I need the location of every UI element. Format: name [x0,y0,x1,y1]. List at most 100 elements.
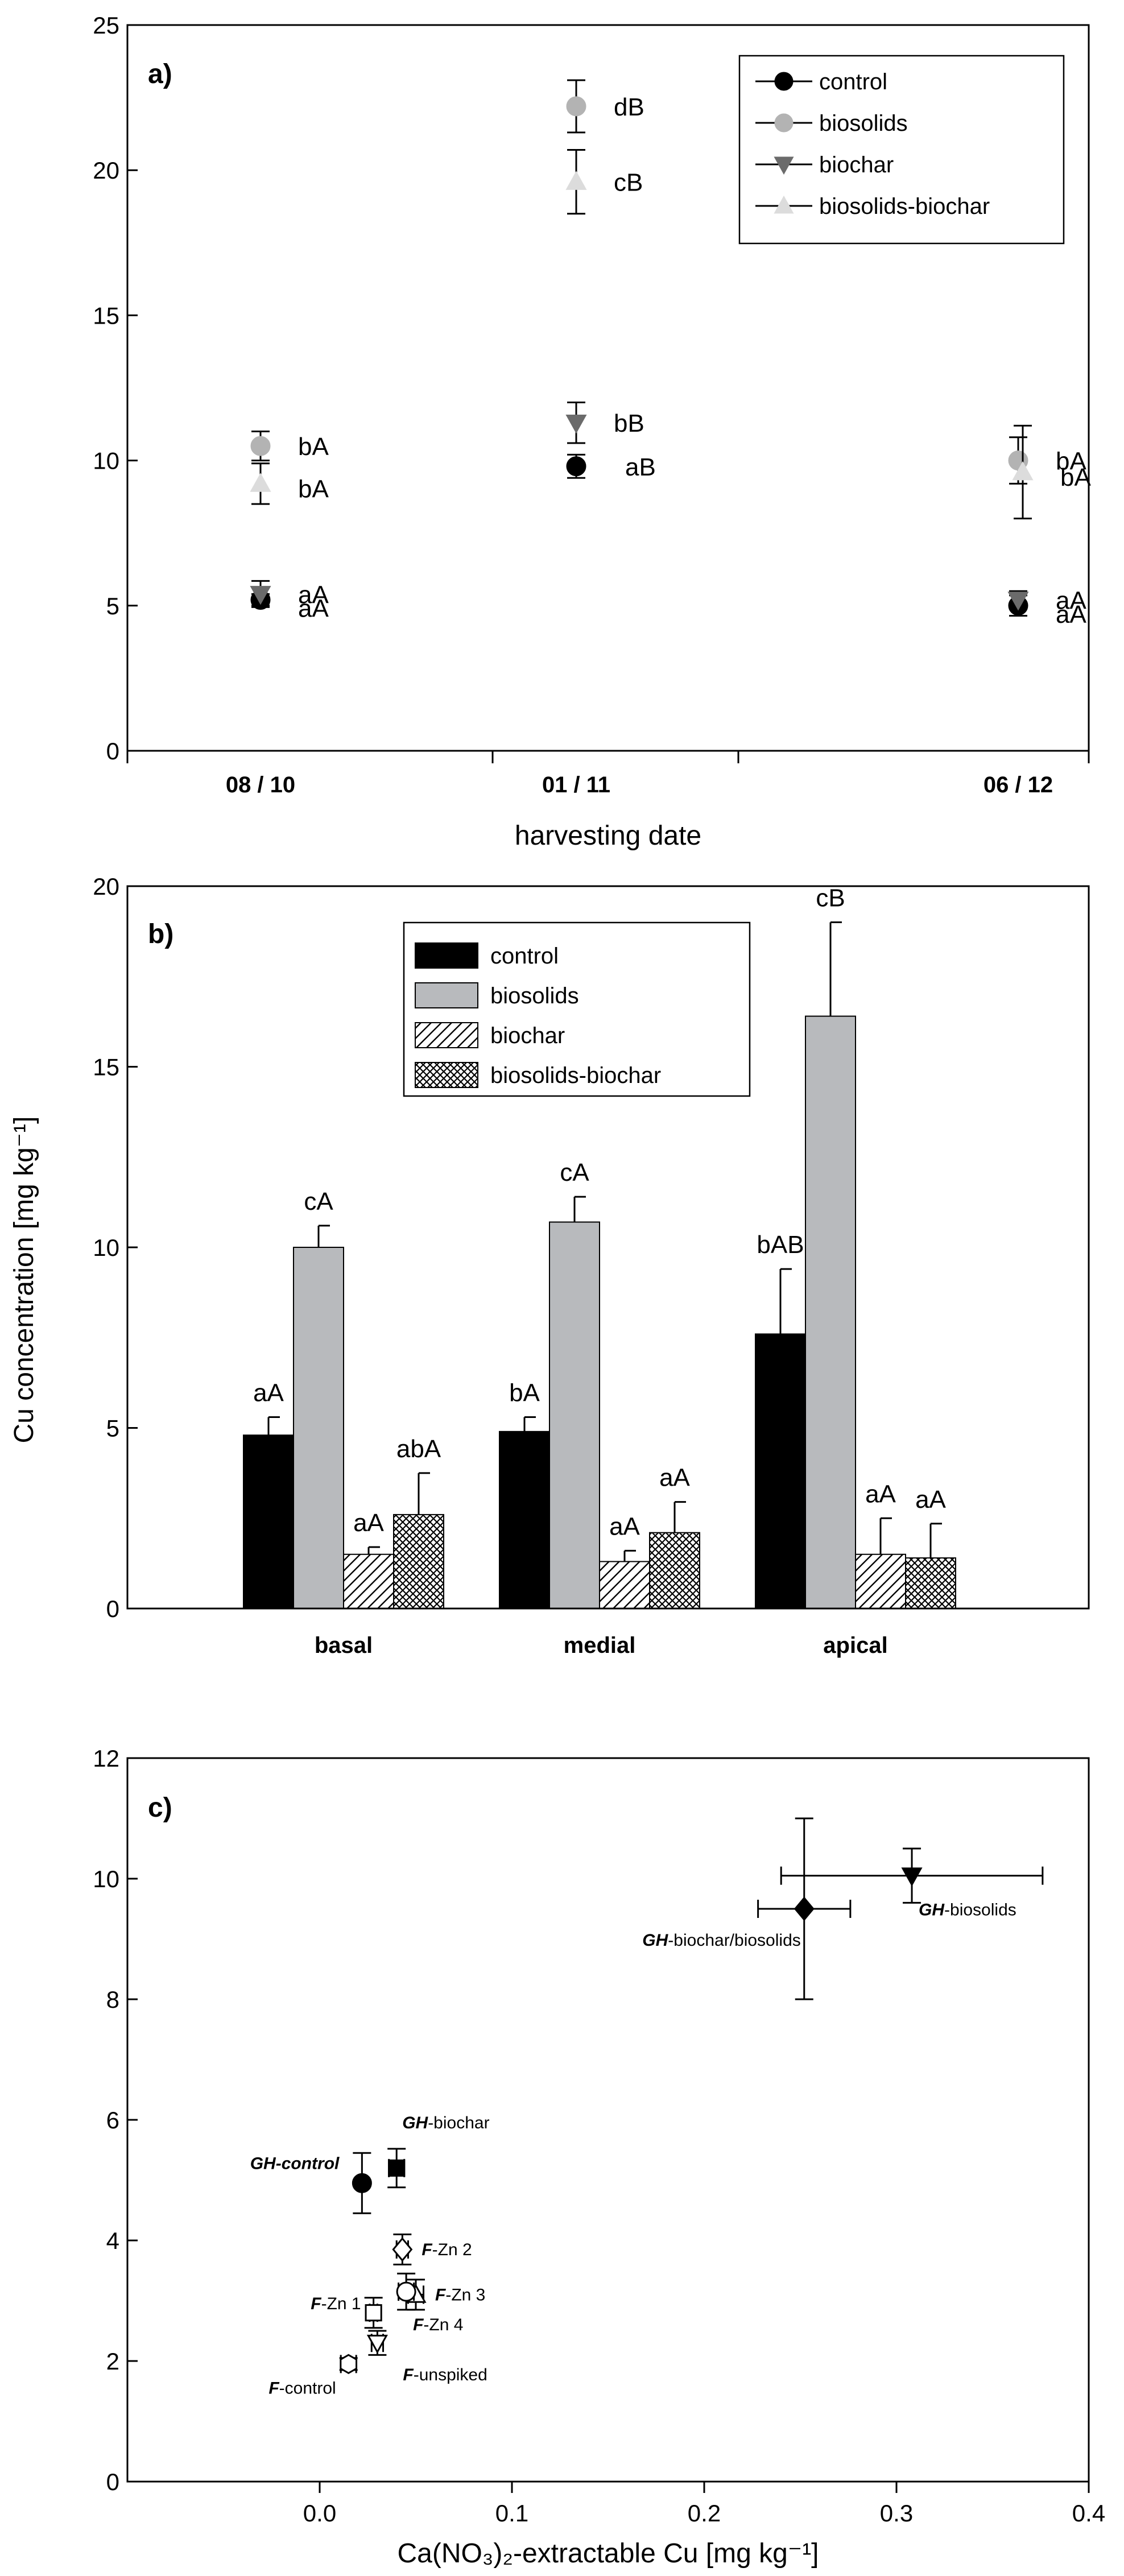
panel-a-biochar-point [565,414,587,434]
panel-a-control-point-group: aB [566,453,656,481]
panel-c-point-label-suffix: -control [279,2379,336,2397]
panel-b-y-tick-label: 15 [93,1054,119,1081]
panel-c-point-label: F-Zn 1 [311,2294,361,2313]
panel-a-y-tick-label: 15 [93,302,119,329]
panel-b-legend-swatch [415,1022,478,1048]
panel-a-legend-marker [774,195,794,214]
panel-c-y-axis: 0 2 4 6 8 10 12 [93,1745,138,2495]
panel-a-x-tick-label: 01 / 11 [542,772,610,797]
panel-b-biosolids-biochar-bar-group: abA [393,1435,444,1609]
panel-b-biosolids-bar [293,1247,344,1609]
panel-c-y-tick-label: 10 [93,1866,119,1892]
panel-c-points: GH-biosolidsGH-biochar/biosolidsGH-contr… [250,1817,1044,2397]
panel-a-biochar-point [1007,592,1029,611]
panel-a-biosolids-biochar-point-group: cB [565,148,643,215]
panel-c-y-tick-label: 2 [106,2348,119,2375]
panel-b-biochar-bar-group: aA [855,1480,906,1609]
panel-b-biosolids-bar-group: cA [549,1159,600,1610]
panel-b-control-bar [755,1333,806,1609]
panel-a-biosolids-point-group: bA [250,431,329,462]
panel-a-legend-label: biosolids [819,111,908,136]
panel-c-x-tick-label: 0.4 [1072,2500,1105,2527]
panel-b-control-bar-group: aA [243,1379,294,1609]
panel-c-point-f-zn-3: F-Zn 3 [405,2279,485,2311]
panel-c-point-label-prefix: F [422,2240,432,2259]
panel-a-biosolids-biochar-letter: cB [614,169,643,197]
panel-b-legend-swatch [415,942,478,969]
panel-b: b) 0 5 10 15 20 basal medial apical aA bA bAB cA c… [93,873,1090,1658]
panel-b-biosolids-letter: cB [816,884,845,912]
panel-b-x-tick-label: basal [315,1633,373,1658]
panel-b-biosolids-bar-group: cB [805,884,856,1609]
panel-b-biosolids-biochar-bar [649,1532,700,1609]
panel-a-control-letter: aA [298,595,329,623]
panel-b-x-tick-label: apical [823,1633,887,1658]
panel-a-x-tick-label: 06 / 12 [984,772,1053,797]
panel-a-y-tick-label: 5 [106,593,119,619]
panel-a-biosolids-letter: bA [298,433,329,461]
panel-c-point-label: GH-control [250,2154,340,2173]
panel-b-biosolids-biochar-letter: aA [659,1464,690,1492]
panel-a-label: a) [148,59,172,89]
panel-c-y-tick-label: 12 [93,1745,119,1772]
panel-a: a) 0 5 10 15 20 25 08 / 10 01 / 11 06 / 12 aA aB… [93,12,1091,851]
panel-a-biochar-letter: aA [1056,587,1086,615]
panel-c-point-label-suffix: -unspiked [414,2366,487,2384]
panel-a-control-letter: aA [1056,601,1086,629]
panel-c-point-label-prefix: F [311,2294,321,2313]
panel-a-biochar-point [250,586,271,605]
panel-a-y-axis: 0 5 10 15 20 25 [93,12,138,764]
panel-b-biochar-letter: aA [609,1512,640,1540]
panel-a-legend: control biosolids biochar biosolids-biochar [738,55,1065,245]
panel-c-point-label-suffix: -biochar/biosolids [668,1931,800,1950]
panel-a-x-label: harvesting date [515,821,701,851]
panel-c-point-label: GH-biochar [402,2114,489,2132]
panel-b-biosolids-biochar-bar-group: aA [649,1464,700,1609]
panel-a-control-letter: aB [625,453,656,481]
panel-c-point-gh-control: GH-control [250,2152,372,2214]
panel-c-f-zn-1-marker [365,2304,382,2322]
panel-c-point-label-suffix: -biochar [428,2114,489,2132]
panel-a-biosolids-letter: bA [1056,448,1086,475]
panel-c-f-zn-4-marker [396,2281,416,2302]
panel-c-point-label-prefix: F [268,2379,279,2397]
panel-b-y-tick-label: 0 [106,1595,119,1622]
panel-b-biochar-letter: aA [865,1480,896,1508]
panel-c-point-label-suffix: -Zn 4 [423,2315,463,2334]
panel-c-point-label-suffix: -control [276,2154,340,2173]
panel-a-biosolids-letter: dB [614,93,644,121]
panel-a-biochar-point-group: bB [565,402,644,444]
panel-a-legend-box [738,55,1065,245]
panel-a-legend-label: control [819,69,887,94]
panel-c-point-label: F-Zn 4 [413,2315,463,2334]
panel-b-legend-label: biosolids-biochar [490,1063,661,1088]
panel-b-biosolids-bar [549,1221,600,1610]
panel-c-point-label-suffix: -biosolids [944,1901,1016,1920]
panel-b-biosolids-biochar-letter: abA [396,1435,441,1463]
panel-c-x-tick-label: 0.1 [495,2500,528,2527]
panel-b-legend-label: biosolids [490,983,579,1008]
panel-c-gh-biochar-biosolids-marker [794,1896,815,1921]
panel-b-biosolids-bar [805,1015,856,1609]
panel-a-biosolids-biochar-point-group: bA [1012,424,1091,520]
panel-c-f-control-marker [340,2354,358,2375]
panel-a-biochar-letter: aA [298,581,329,609]
panel-c-point-label: F-Zn 3 [435,2285,485,2304]
panel-c-y-tick-label: 8 [106,1986,119,2013]
panel-a-biosolids-point [566,96,586,117]
panel-b-biosolids-biochar-letter: aA [915,1486,946,1514]
panel-b-biosolids-bar-group: cA [293,1188,344,1609]
panel-c-point-f-unspiked: F-unspiked [366,2330,487,2384]
panel-c-point-label-suffix: -Zn 3 [445,2285,485,2304]
panel-c-x-tick-label: 0.2 [688,2500,721,2527]
panel-c-point-label: GH-biochar/biosolids [642,1931,800,1950]
panel-b-biosolids-biochar-bar [393,1514,444,1609]
panel-a-biosolids-biochar-point-group: bA [250,462,329,505]
panel-c-label: c) [148,1793,172,1823]
panel-a-biochar-letter: bB [614,410,644,437]
panel-c-point-f-zn-4: F-Zn 4 [396,2272,463,2334]
panel-b-biochar-bar [855,1553,906,1609]
panel-b-biosolids-biochar-bar-group: aA [905,1486,956,1610]
panel-b-control-bar-group: bAB [755,1231,806,1609]
panel-a-biochar-point-group: aA [250,580,329,609]
